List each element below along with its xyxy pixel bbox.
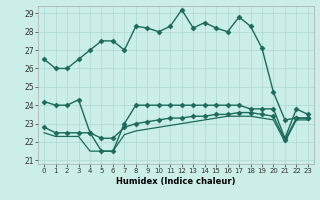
X-axis label: Humidex (Indice chaleur): Humidex (Indice chaleur) [116, 177, 236, 186]
